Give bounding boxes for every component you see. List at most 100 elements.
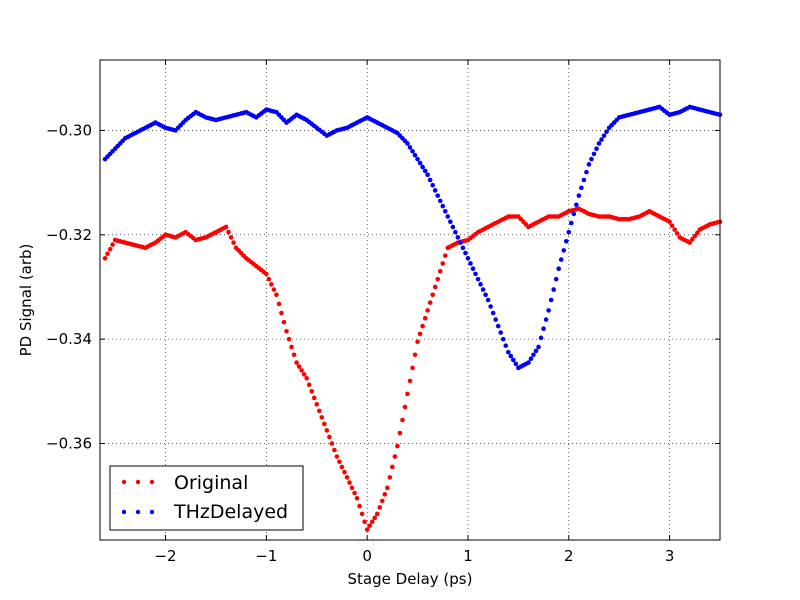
- x-axis-label: Stage Delay (ps): [348, 570, 473, 588]
- data-point-original: [269, 282, 274, 287]
- data-point-original: [400, 417, 405, 423]
- data-point-original: [284, 329, 289, 334]
- data-point-original: [339, 464, 345, 470]
- data-point-thzdelayed: [546, 308, 551, 313]
- x-tick-label: 0: [362, 547, 372, 565]
- x-tick-label: 3: [665, 547, 675, 565]
- data-point-original: [440, 261, 446, 266]
- data-point-thzdelayed: [430, 182, 435, 188]
- data-point-thzdelayed: [463, 250, 468, 256]
- data-point-original: [687, 240, 693, 245]
- data-point-thzdelayed: [543, 317, 549, 322]
- data-point-thzdelayed: [450, 224, 456, 230]
- legend-box: [109, 465, 304, 531]
- data-point-original: [306, 382, 312, 388]
- data-point-thzdelayed: [420, 164, 425, 170]
- data-point-thzdelayed: [422, 168, 428, 174]
- data-point-original: [357, 503, 362, 509]
- data-point-thzdelayed: [442, 209, 448, 214]
- data-point-original: [314, 402, 320, 407]
- data-point-original: [110, 242, 115, 247]
- data-point-original: [362, 519, 367, 525]
- data-point-thzdelayed: [485, 297, 491, 303]
- data-point-thzdelayed: [458, 240, 463, 245]
- plot-area: [100, 60, 720, 540]
- data-point-thzdelayed: [478, 282, 483, 287]
- data-point-original: [107, 246, 113, 252]
- data-point-original: [286, 336, 292, 342]
- data-point-original: [435, 276, 441, 282]
- data-point-original: [264, 271, 269, 277]
- data-point-thzdelayed: [417, 160, 423, 166]
- data-point-thzdelayed: [566, 229, 572, 235]
- legend-marker-thzdelayed: [149, 509, 155, 515]
- data-point-original: [385, 485, 390, 491]
- data-point-original: [316, 408, 322, 414]
- data-point-original: [364, 527, 370, 532]
- plot-frame: [99, 59, 721, 541]
- data-point-original: [672, 227, 677, 232]
- data-point-original: [289, 344, 294, 350]
- data-point-original: [347, 480, 352, 485]
- grid-lines: [100, 60, 720, 540]
- data-point-thzdelayed: [579, 185, 584, 191]
- data-point-thzdelayed: [601, 133, 607, 138]
- data-point-thzdelayed: [531, 352, 536, 358]
- data-point-thzdelayed: [526, 360, 531, 365]
- data-point-original: [105, 251, 110, 256]
- data-point-original: [337, 459, 342, 465]
- data-point-thzdelayed: [561, 248, 567, 253]
- data-point-thzdelayed: [589, 156, 594, 162]
- data-point-thzdelayed: [508, 353, 514, 359]
- data-point-thzdelayed: [495, 323, 501, 329]
- data-point-original: [352, 490, 357, 496]
- data-point-thzdelayed: [505, 349, 511, 355]
- legend-label-original: Original: [174, 472, 248, 494]
- data-point-thzdelayed: [427, 177, 433, 183]
- legend-marker-thzdelayed: [121, 509, 127, 515]
- data-point-original: [405, 391, 410, 397]
- legend-label-thzdelayed: THzDelayed: [173, 501, 288, 523]
- data-point-thzdelayed: [599, 137, 604, 142]
- data-point-original: [387, 475, 393, 480]
- data-point-thzdelayed: [480, 287, 486, 292]
- y-tick-label: −0.36: [46, 434, 92, 452]
- data-point-original: [281, 319, 287, 325]
- data-point-original: [437, 269, 443, 274]
- data-point-original: [327, 434, 332, 440]
- data-point-original: [344, 475, 350, 480]
- data-point-thzdelayed: [473, 271, 478, 277]
- data-point-thzdelayed: [551, 287, 556, 292]
- data-point-original: [689, 237, 695, 242]
- data-point-original: [377, 505, 383, 510]
- data-point-thzdelayed: [556, 266, 561, 272]
- data-point-thzdelayed: [528, 356, 534, 362]
- legend-marker-original: [135, 479, 141, 485]
- data-point-thzdelayed: [533, 348, 539, 354]
- data-point-original: [226, 229, 231, 235]
- data-point-original: [374, 511, 380, 517]
- data-point-original: [359, 511, 365, 517]
- legend-marker-original: [149, 479, 155, 485]
- data-point-original: [417, 331, 423, 337]
- legend: Original THzDelayed: [109, 465, 304, 531]
- data-point-thzdelayed: [493, 317, 498, 322]
- data-point-original: [430, 292, 435, 298]
- data-point-original: [301, 372, 307, 377]
- legend-marker-original: [121, 479, 127, 485]
- x-tick-label: 2: [564, 547, 574, 565]
- data-point-original: [422, 315, 428, 321]
- data-point-original: [369, 519, 375, 525]
- data-point-thzdelayed: [563, 239, 569, 244]
- data-point-original: [223, 224, 229, 230]
- data-point-original: [296, 364, 302, 369]
- y-tick-label: −0.30: [46, 121, 92, 139]
- axis-ticks: −2 −1 0 1 2 3 −0.30 −0.32 −0.34 −0.36: [46, 60, 720, 565]
- data-point-original: [271, 287, 277, 292]
- data-point-original: [382, 492, 388, 497]
- data-point-thzdelayed: [475, 276, 481, 282]
- data-point-original: [349, 485, 355, 491]
- data-point-original: [231, 240, 236, 245]
- data-point-thzdelayed: [503, 343, 509, 348]
